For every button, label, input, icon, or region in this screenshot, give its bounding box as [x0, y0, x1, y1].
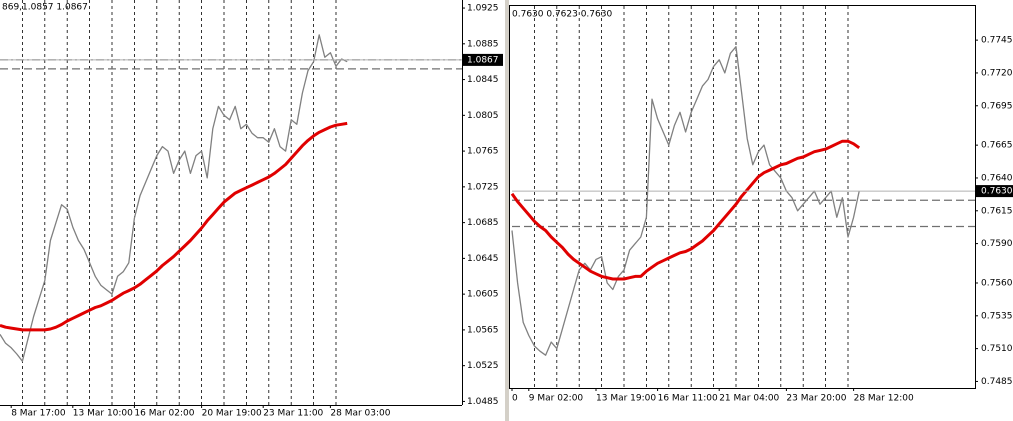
moving-average — [0, 121, 348, 332]
x-tick-label: 28 Mar 12:00 — [854, 394, 914, 404]
y-tick-label: 1.0565 — [467, 325, 499, 335]
y-tick-label: 0.7665 — [981, 141, 1013, 151]
y-tick-label: 0.7590 — [981, 239, 1013, 249]
moving-average — [510, 139, 861, 281]
y-tick-label: 1.0845 — [467, 75, 499, 85]
y-tick-label: 1.0885 — [467, 39, 499, 49]
price-label-box — [463, 53, 503, 66]
y-tick-label: 1.0645 — [467, 254, 499, 264]
price-label-box — [976, 185, 1013, 198]
x-tick-label: 20 Mar 19:00 — [202, 409, 262, 419]
x-tick-label: 23 Mar 20:00 — [786, 394, 846, 404]
y-tick-label: 1.0485 — [467, 397, 499, 407]
price-label: 1.0867 — [467, 55, 499, 65]
y-tick-label: 0.7695 — [981, 101, 1013, 111]
y-tick-label: 1.0525 — [467, 361, 499, 371]
y-tick-label: 1.0925 — [467, 4, 499, 14]
x-tick-label: 16 Mar 11:00 — [658, 394, 718, 404]
y-tick-label: 1.0685 — [467, 218, 499, 228]
x-tick-label: 0 — [512, 394, 518, 404]
x-tick-label: 16 Mar 02:00 — [134, 409, 194, 419]
x-tick-label: 8 Mar 17:00 — [11, 409, 66, 419]
y-tick-label: 0.7560 — [981, 278, 1013, 288]
panel-divider — [505, 0, 509, 421]
chart-header: 869,1.0857 1.0867 — [2, 3, 88, 13]
price-line — [511, 46, 860, 356]
price-line — [0, 34, 348, 362]
y-tick-label: 0.7720 — [981, 68, 1013, 78]
y-tick-label: 0.7745 — [981, 36, 1013, 46]
y-tick-label: 0.7485 — [981, 377, 1013, 387]
y-tick-label: 1.0765 — [467, 147, 499, 157]
y-tick-label: 1.0725 — [467, 182, 499, 192]
price-label: 0.7630 — [981, 187, 1013, 197]
chart-header: 0.7630 0.7623 0.7630 — [512, 10, 612, 20]
y-tick-label: 1.0805 — [467, 111, 499, 121]
y-tick-label: 0.7640 — [981, 173, 1013, 183]
y-tick-label: 1.0605 — [467, 290, 499, 300]
x-tick-label: 21 Mar 04:00 — [719, 394, 779, 404]
x-tick-label: 13 Mar 10:00 — [73, 409, 133, 419]
y-tick-label: 0.7510 — [981, 344, 1013, 354]
x-tick-label: 23 Mar 11:00 — [263, 409, 323, 419]
y-tick-label: 0.7535 — [981, 311, 1013, 321]
x-tick-label: 9 Mar 02:00 — [529, 394, 584, 404]
y-tick-label: 0.7615 — [981, 206, 1013, 216]
x-tick-label: 13 Mar 19:00 — [596, 394, 656, 404]
x-tick-label: 28 Mar 03:00 — [330, 409, 390, 419]
plot-frame — [509, 5, 976, 389]
